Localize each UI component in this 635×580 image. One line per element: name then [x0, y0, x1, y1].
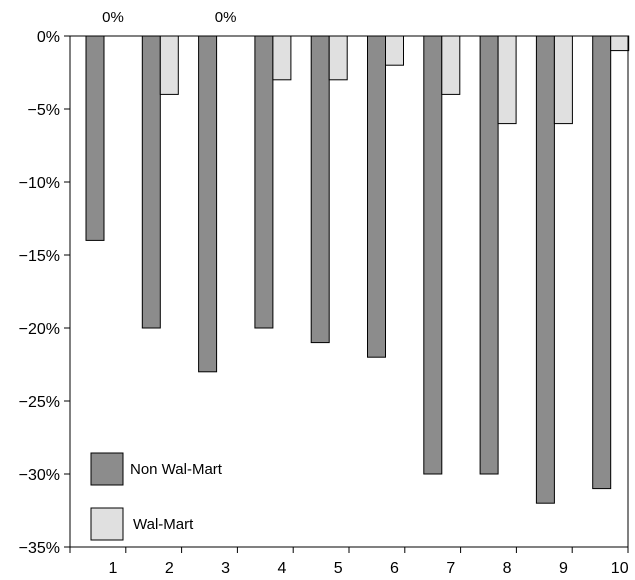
bar-non-wal-mart-2 — [141, 35, 161, 329]
x-tick-label: 9 — [559, 560, 568, 577]
bar-non-wal-mart-6 — [367, 35, 386, 358]
bar-non-wal-mart-7 — [423, 35, 443, 475]
x-tick-label: 6 — [390, 560, 399, 577]
y-axis-ticks: 0% −5% −10% −15% −20% −25% −30% −35% — [19, 29, 70, 557]
bar-wal-mart-7 — [441, 35, 461, 95]
data-label: 0% — [215, 9, 237, 26]
bar-non-wal-mart-1 — [85, 35, 105, 241]
x-tick-label: 1 — [109, 560, 118, 577]
y-tick-label: −30% — [19, 467, 60, 484]
x-axis-ticks: 1 2 3 4 5 6 7 8 9 10 — [69, 547, 629, 577]
bar-non-wal-mart-9 — [535, 35, 555, 504]
bar-non-wal-mart-4 — [254, 35, 274, 329]
y-tick-label: −35% — [19, 540, 60, 557]
bar-wal-mart-4 — [272, 35, 292, 81]
y-tick-label: 0% — [37, 29, 60, 46]
x-tick-label: 2 — [165, 560, 174, 577]
data-label: 0% — [102, 9, 124, 26]
y-tick-label: −10% — [19, 175, 60, 192]
bar-non-wal-mart-5 — [310, 35, 330, 344]
y-tick-label: −15% — [19, 248, 60, 265]
bar-wal-mart-5 — [328, 35, 348, 81]
bar-non-wal-mart-8 — [479, 35, 499, 475]
x-tick-label: 5 — [334, 560, 343, 577]
bar-wal-mart-9 — [553, 35, 573, 125]
x-tick-label: 8 — [503, 560, 512, 577]
x-tick-label: 10 — [611, 560, 629, 577]
bar-wal-mart-8 — [497, 35, 517, 125]
x-tick-label: 3 — [221, 560, 230, 577]
data-labels: 0% 0% — [102, 9, 236, 26]
axes — [69, 35, 629, 548]
legend-label-wal-mart: Wal-Mart — [133, 516, 194, 533]
bar-wal-mart-6 — [385, 35, 404, 66]
bar-wal-mart-10 — [610, 35, 630, 52]
legend-swatch-non-wal-mart — [90, 452, 124, 486]
x-tick-label: 4 — [277, 560, 286, 577]
bar-non-wal-mart-10 — [592, 35, 612, 490]
legend-swatch-wal-mart — [90, 507, 124, 541]
y-tick-label: −5% — [28, 102, 60, 119]
legend-label-non-wal-mart: Non Wal-Mart — [130, 461, 223, 478]
bar-non-wal-mart-3 — [198, 35, 218, 373]
y-tick-label: −25% — [19, 394, 60, 411]
bar-wal-mart-2 — [159, 35, 179, 95]
legend: Non Wal-Mart Wal-Mart — [90, 452, 223, 541]
x-tick-label: 7 — [446, 560, 455, 577]
bars — [85, 35, 630, 504]
y-tick-label: −20% — [19, 321, 60, 338]
